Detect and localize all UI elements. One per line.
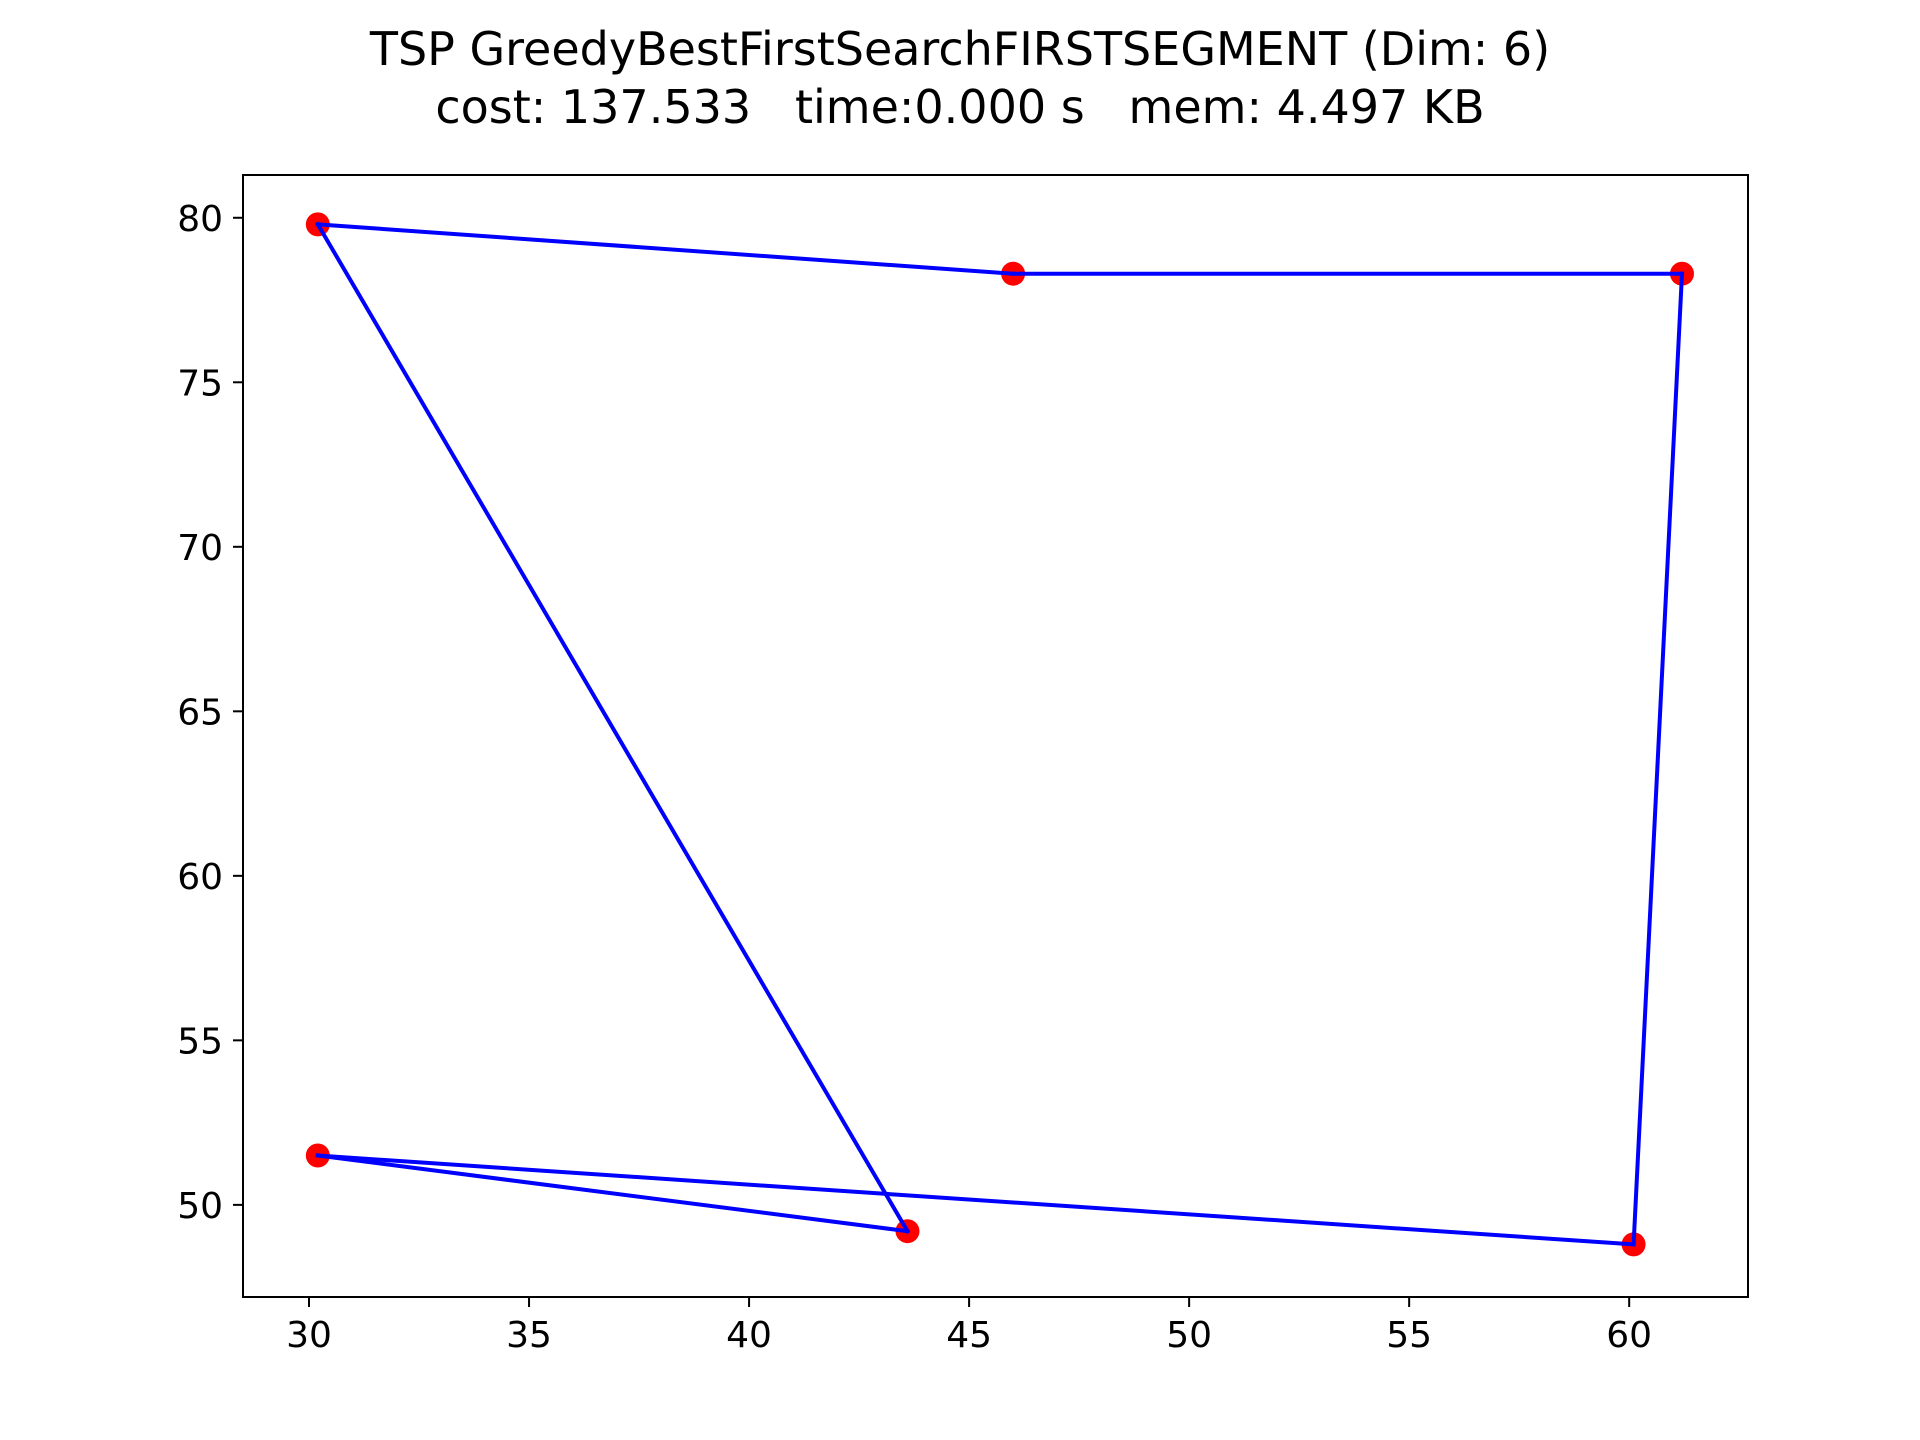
x-tick-label: 50: [1166, 1315, 1212, 1356]
y-tick-label: 50: [177, 1186, 223, 1227]
tour-segment: [315, 222, 1016, 276]
y-tick-label: 70: [177, 528, 223, 569]
tour-segment: [1631, 271, 1685, 1247]
y-tick-label: 80: [177, 199, 223, 240]
tour-segment: [315, 1153, 910, 1234]
x-tick-label: 30: [286, 1315, 332, 1356]
x-tick-label: 60: [1606, 1315, 1652, 1356]
city-points: [305, 212, 1694, 1257]
chart-subtitle: cost: 137.533 time:0.000 s mem: 4.497 KB: [435, 80, 1485, 134]
tour-segment: [315, 1153, 1636, 1247]
plot-frame: [242, 174, 1749, 1298]
x-tick-label: 55: [1386, 1315, 1432, 1356]
y-tick-label: 60: [177, 857, 223, 898]
chart-title: TSP GreedyBestFirstSearchFIRSTSEGMENT (D…: [369, 22, 1551, 76]
x-tick-label: 40: [726, 1315, 772, 1356]
x-tick-label: 35: [506, 1315, 552, 1356]
y-tick-label: 75: [177, 363, 223, 404]
axis-ticks: 30 35 40 45 50 55 60 50 55 60 65 70 75 80: [177, 199, 1652, 1356]
x-tick-label: 45: [946, 1315, 992, 1356]
y-tick-label: 65: [177, 692, 223, 733]
y-tick-label: 55: [177, 1021, 223, 1062]
tour-lines: [315, 221, 1685, 1247]
tour-segment: [315, 221, 911, 1234]
